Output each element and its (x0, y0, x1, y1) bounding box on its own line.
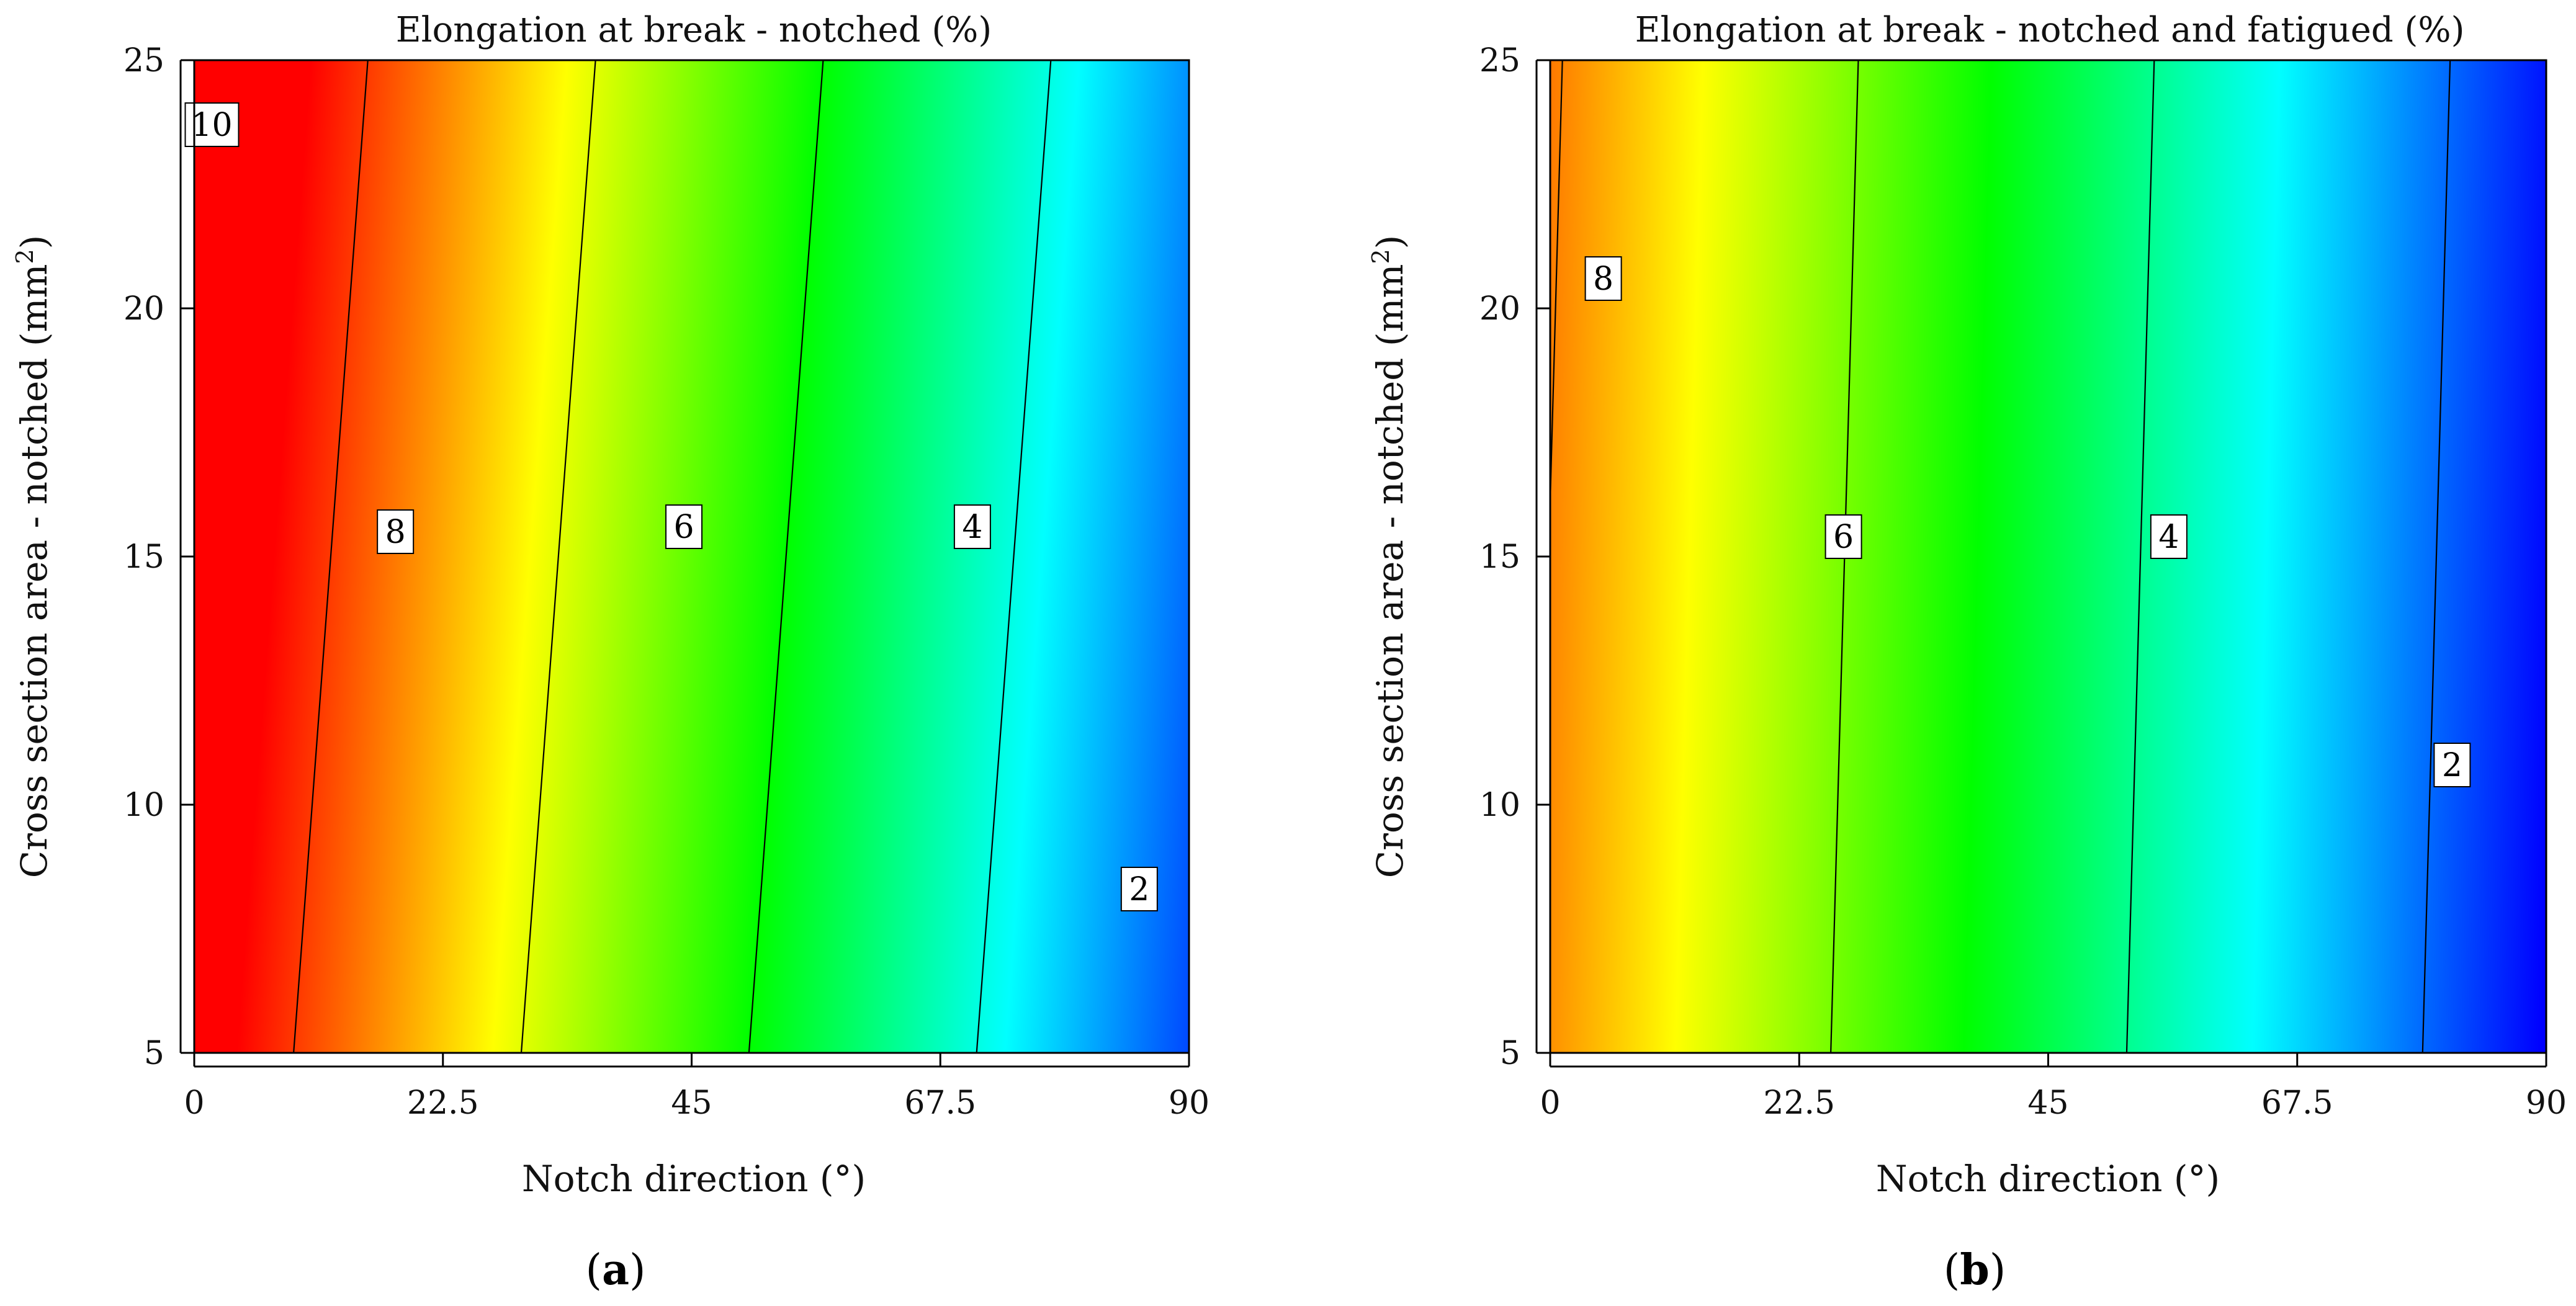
panel-a-x-tick-label: 22.5 (407, 1085, 479, 1122)
panel-b-title: Elongation at break - notched and fatigu… (1635, 10, 2465, 50)
panel-b-caption: (b) (1944, 1245, 2006, 1295)
panel-b-contour-label-8: 8 (1593, 261, 1613, 298)
panel-b-x-tick-label: 90 (2526, 1085, 2567, 1122)
panel-a-contour-label-box-8 (377, 509, 415, 554)
panel-a-contour-labels: 10 8 6 4 2 (184, 102, 1158, 911)
panel-b-x-tick-label: 0 (1540, 1085, 1560, 1122)
panel-a-contour-8 (520, 60, 596, 1053)
panel-a-contour-label-2: 2 (1129, 871, 1149, 908)
panel-a-y-tick-label: 15 (123, 539, 164, 576)
panel-b-y-axis: 5 10 15 20 25 (1479, 42, 1550, 1072)
panel-b-y-tick-label: 5 (1500, 1035, 1520, 1072)
panel-a-x-tick-label: 67.5 (904, 1085, 976, 1122)
panel-a-contour-4 (976, 60, 1052, 1053)
panel-a-contour-label-6: 6 (673, 509, 694, 546)
panel-a-x-tick-label: 0 (184, 1085, 204, 1122)
panel-b-x-tick-label: 22.5 (1763, 1085, 1835, 1122)
panel-b-contour-label-box-8 (1584, 256, 1622, 301)
panel-a-caption: (a) (585, 1245, 645, 1295)
panel-b-y-tick-label: 20 (1479, 290, 1520, 328)
panel-a-contour-label-10: 10 (191, 107, 232, 144)
panel-b-contour-label-box-6 (1824, 514, 1862, 559)
panel-b-contour-label-box-4 (2150, 514, 2188, 559)
panel-b-y-tick-label: 25 (1479, 42, 1520, 79)
panel-b-color-field (1550, 60, 2546, 1053)
panel-b-y-axis-label: Cross section area - notched (mm2) (1367, 235, 1411, 879)
panel-b-x-axis-label: Notch direction (°) (1876, 1158, 2220, 1200)
panel-b-contour-2 (2421, 60, 2451, 1053)
panel-a-y-axis-label: Cross section area - notched (mm2) (11, 235, 55, 879)
panel-b-y-tick-label: 10 (1479, 787, 1520, 824)
panel-a-y-axis: 5 10 15 20 25 (123, 42, 194, 1072)
panel-b-x-tick-label: 45 (2027, 1085, 2068, 1122)
panel-b-contour-label-6: 6 (1833, 519, 1854, 556)
panel-a-contour-label-box-2 (1120, 867, 1158, 911)
panel-b-chart: Elongation at break - notched and fatigu… (1367, 10, 2567, 1295)
panel-b-contour-8 (1549, 60, 1563, 501)
panel-a-y-tick-label: 25 (123, 42, 164, 79)
panel-b-y-tick-label: 15 (1479, 539, 1520, 576)
panel-a-contour-label-box-6 (665, 504, 703, 549)
panel-a-contour-6 (748, 60, 824, 1053)
panel-a-y-tick-label: 20 (123, 290, 164, 328)
panel-a-x-axis: 0 22.5 45 67.5 90 (184, 1053, 1209, 1122)
panel-b-contour-4 (2125, 60, 2155, 1053)
panel-a-contour-label-box-4 (953, 504, 991, 549)
panel-a-contour-lines (293, 60, 1052, 1053)
panel-a-x-tick-label: 45 (671, 1085, 712, 1122)
panel-a-x-axis-label: Notch direction (°) (522, 1158, 866, 1200)
panel-a-x-tick-label: 90 (1169, 1085, 1209, 1122)
panel-b-x-tick-label: 67.5 (2261, 1085, 2333, 1122)
panel-a-chart: Elongation at break - notched (%) 10 8 6 4 2… (11, 10, 1209, 1295)
panel-a-title: Elongation at break - notched (%) (396, 10, 992, 50)
panel-a-y-tick-label: 5 (144, 1035, 164, 1072)
panel-a-color-field (194, 60, 1189, 1053)
panel-a-contour-label-4: 4 (962, 509, 982, 546)
panel-a-contour-10 (293, 60, 369, 1053)
panel-b-contour-labels: 8 6 4 2 (1584, 256, 2471, 787)
panel-b-contour-label-2: 2 (2442, 747, 2462, 784)
panel-a-y-tick-label: 10 (123, 787, 164, 824)
panel-a-contour-label-8: 8 (385, 514, 406, 551)
panel-b-contour-label-4: 4 (2158, 519, 2179, 556)
panel-b-x-axis: 0 22.5 45 67.5 90 (1540, 1053, 2567, 1122)
panel-b-contour-label-box-2 (2433, 743, 2471, 787)
